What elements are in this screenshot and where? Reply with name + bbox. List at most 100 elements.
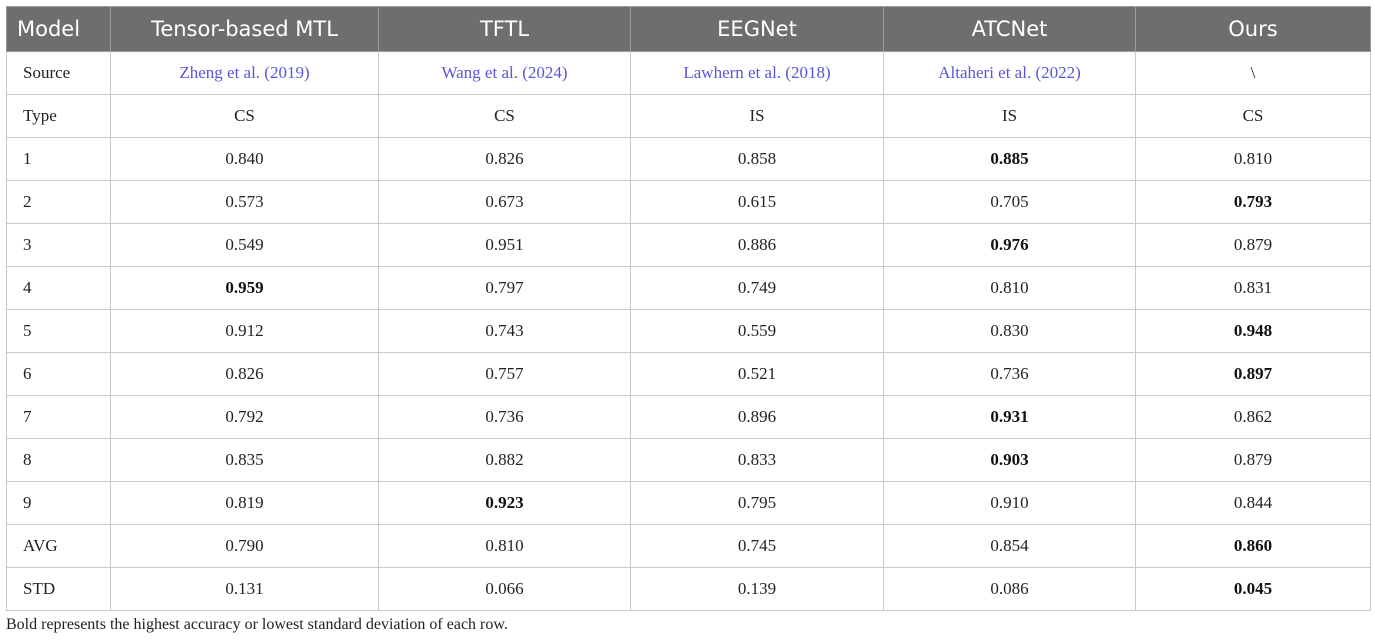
table-cell: 0.086 bbox=[883, 567, 1136, 611]
table-cell: 0.826 bbox=[378, 137, 631, 181]
table-cell: 0.879 bbox=[1135, 223, 1371, 267]
table-cell: 0.959 bbox=[110, 266, 379, 310]
table-cell: 0.673 bbox=[378, 180, 631, 224]
table-cell: 0.862 bbox=[1135, 395, 1371, 439]
table-row: 1 0.840 0.826 0.858 0.885 0.810 bbox=[6, 137, 1371, 181]
table-cell: 0.833 bbox=[630, 438, 884, 482]
citation-link[interactable]: Zheng et al. (2019) bbox=[110, 51, 379, 95]
table-cell: 0.903 bbox=[883, 438, 1136, 482]
table-cell: 0.976 bbox=[883, 223, 1136, 267]
table-cell: 0.886 bbox=[630, 223, 884, 267]
table-cell: 0.835 bbox=[110, 438, 379, 482]
table-cell: 0.810 bbox=[1135, 137, 1371, 181]
table-row: Type CS CS IS IS CS bbox=[6, 94, 1371, 138]
table-cell: 0.819 bbox=[110, 481, 379, 525]
table-cell: 0.790 bbox=[110, 524, 379, 568]
table-cell: 0.885 bbox=[883, 137, 1136, 181]
table-cell: 0.705 bbox=[883, 180, 1136, 224]
table-row: AVG 0.790 0.810 0.745 0.854 0.860 bbox=[6, 524, 1371, 568]
table-cell: 0.844 bbox=[1135, 481, 1371, 525]
table-row: STD 0.131 0.066 0.139 0.086 0.045 bbox=[6, 567, 1371, 611]
citation-link[interactable]: Lawhern et al. (2018) bbox=[630, 51, 884, 95]
row-label: 9 bbox=[6, 481, 111, 525]
table-row: 8 0.835 0.882 0.833 0.903 0.879 bbox=[6, 438, 1371, 482]
table-cell: 0.573 bbox=[110, 180, 379, 224]
header-eegnet: EEGNet bbox=[630, 6, 884, 52]
table-row: 5 0.912 0.743 0.559 0.830 0.948 bbox=[6, 309, 1371, 353]
table-cell: 0.139 bbox=[630, 567, 884, 611]
table-cell: 0.897 bbox=[1135, 352, 1371, 396]
row-label: 3 bbox=[6, 223, 111, 267]
row-label: 4 bbox=[6, 266, 111, 310]
table-cell: 0.743 bbox=[378, 309, 631, 353]
table-cell: 0.879 bbox=[1135, 438, 1371, 482]
table-cell: IS bbox=[630, 94, 884, 138]
table-cell: 0.931 bbox=[883, 395, 1136, 439]
header-model: Model bbox=[6, 6, 111, 52]
row-label: 8 bbox=[6, 438, 111, 482]
table-cell: IS bbox=[883, 94, 1136, 138]
table-row: 7 0.792 0.736 0.896 0.931 0.862 bbox=[6, 395, 1371, 439]
table-cell: 0.615 bbox=[630, 180, 884, 224]
table-cell: \ bbox=[1135, 51, 1371, 95]
table-cell: CS bbox=[1135, 94, 1371, 138]
table-row: 3 0.549 0.951 0.886 0.976 0.879 bbox=[6, 223, 1371, 267]
table-cell: 0.045 bbox=[1135, 567, 1371, 611]
table-cell: 0.736 bbox=[883, 352, 1136, 396]
row-label: 6 bbox=[6, 352, 111, 396]
header-tftl: TFTL bbox=[378, 6, 631, 52]
table-cell: 0.854 bbox=[883, 524, 1136, 568]
table-cell: CS bbox=[378, 94, 631, 138]
table-cell: 0.840 bbox=[110, 137, 379, 181]
table-row: 2 0.573 0.673 0.615 0.705 0.793 bbox=[6, 180, 1371, 224]
table-cell: 0.860 bbox=[1135, 524, 1371, 568]
table-cell: 0.792 bbox=[110, 395, 379, 439]
table-cell: 0.810 bbox=[378, 524, 631, 568]
row-label: Source bbox=[6, 51, 111, 95]
table-cell: 0.951 bbox=[378, 223, 631, 267]
table-cell: 0.948 bbox=[1135, 309, 1371, 353]
table-cell: 0.793 bbox=[1135, 180, 1371, 224]
header-tensor-based-mtl: Tensor-based MTL bbox=[110, 6, 379, 52]
citation-link[interactable]: Wang et al. (2024) bbox=[378, 51, 631, 95]
row-label: 7 bbox=[6, 395, 111, 439]
table-header: Model Tensor-based MTL TFTL EEGNet ATCNe… bbox=[6, 6, 1371, 52]
table-cell: 0.810 bbox=[883, 266, 1136, 310]
row-label: AVG bbox=[6, 524, 111, 568]
citation-link[interactable]: Altaheri et al. (2022) bbox=[883, 51, 1136, 95]
table-cell: 0.797 bbox=[378, 266, 631, 310]
table-cell: 0.858 bbox=[630, 137, 884, 181]
header-atcnet: ATCNet bbox=[883, 6, 1136, 52]
table-cell: 0.896 bbox=[630, 395, 884, 439]
table-cell: 0.882 bbox=[378, 438, 631, 482]
row-label: STD bbox=[6, 567, 111, 611]
row-label: 1 bbox=[6, 137, 111, 181]
table-cell: 0.910 bbox=[883, 481, 1136, 525]
table-row: 4 0.959 0.797 0.749 0.810 0.831 bbox=[6, 266, 1371, 310]
table-cell: CS bbox=[110, 94, 379, 138]
table-cell: 0.826 bbox=[110, 352, 379, 396]
table-cell: 0.736 bbox=[378, 395, 631, 439]
table-cell: 0.795 bbox=[630, 481, 884, 525]
header-row: Model Tensor-based MTL TFTL EEGNet ATCNe… bbox=[6, 6, 1371, 52]
table-cell: 0.923 bbox=[378, 481, 631, 525]
table-cell: 0.757 bbox=[378, 352, 631, 396]
table-cell: 0.831 bbox=[1135, 266, 1371, 310]
table-footnote: Bold represents the highest accuracy or … bbox=[6, 616, 508, 633]
row-label: 2 bbox=[6, 180, 111, 224]
table-cell: 0.066 bbox=[378, 567, 631, 611]
table-cell: 0.131 bbox=[110, 567, 379, 611]
results-table: Model Tensor-based MTL TFTL EEGNet ATCNe… bbox=[6, 6, 1371, 611]
table-cell: 0.521 bbox=[630, 352, 884, 396]
table-row: 9 0.819 0.923 0.795 0.910 0.844 bbox=[6, 481, 1371, 525]
table-cell: 0.830 bbox=[883, 309, 1136, 353]
table-cell: 0.912 bbox=[110, 309, 379, 353]
table-body: Source Zheng et al. (2019) Wang et al. (20… bbox=[6, 51, 1371, 611]
row-label: 5 bbox=[6, 309, 111, 353]
table-cell: 0.745 bbox=[630, 524, 884, 568]
row-label: Type bbox=[6, 94, 111, 138]
table-cell: 0.749 bbox=[630, 266, 884, 310]
table-row: Source Zheng et al. (2019) Wang et al. (20… bbox=[6, 51, 1371, 95]
table-cell: 0.559 bbox=[630, 309, 884, 353]
table-row: 6 0.826 0.757 0.521 0.736 0.897 bbox=[6, 352, 1371, 396]
